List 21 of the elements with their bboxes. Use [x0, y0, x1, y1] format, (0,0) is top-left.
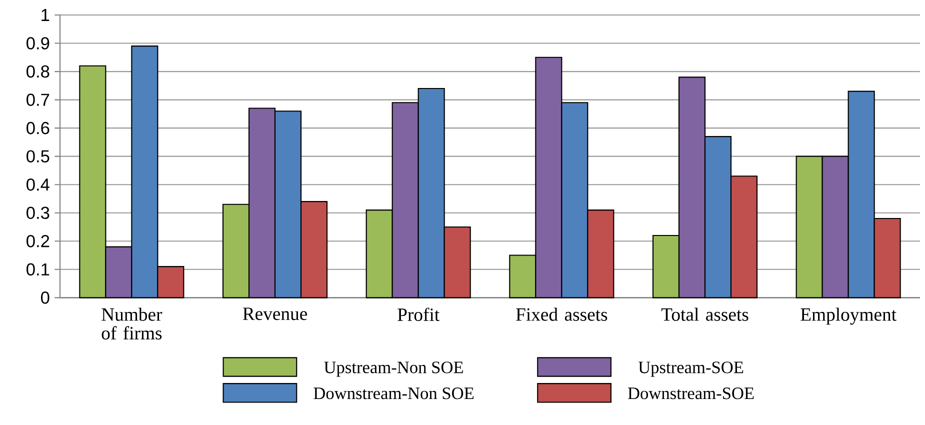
y-tick-label: 0.8 [26, 66, 50, 78]
y-tick-label: 0.9 [26, 37, 50, 50]
y-tick-label: 0.1 [26, 263, 50, 276]
x-tick-label: Number of firms [102, 308, 162, 340]
y-tick-label: 0 [40, 292, 50, 304]
legend-label: Downstream-SOE [628, 388, 754, 400]
x-tick-label: Total assets [661, 308, 748, 322]
y-tick-label: 0.4 [26, 178, 50, 191]
x-tick-label: Revenue [242, 308, 308, 320]
y-tick-label: 0.6 [26, 122, 50, 134]
legend-label: Upstream-SOE [638, 362, 744, 377]
y-tick-label: 0.3 [26, 206, 50, 220]
x-tick-label: Fixed assets [516, 308, 608, 322]
y-tick-label: 1 [42, 9, 50, 22]
x-tick-label: Employment [800, 308, 896, 325]
y-tick-label: 0.7 [26, 94, 50, 106]
legend-label: Downstream-Non SOE [314, 388, 474, 400]
x-tick-label: Profit [398, 308, 440, 322]
legend-label: Upstream-Non SOE [324, 362, 463, 377]
y-tick-label: 0.2 [26, 235, 50, 248]
y-tick-label: 0.5 [26, 150, 50, 163]
